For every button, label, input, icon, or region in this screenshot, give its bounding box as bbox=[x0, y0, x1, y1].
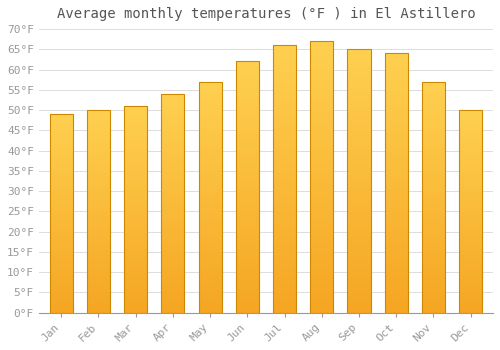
Bar bbox=[50, 114, 72, 313]
Bar bbox=[384, 53, 408, 313]
Bar bbox=[87, 110, 110, 313]
Bar bbox=[310, 41, 334, 313]
Title: Average monthly temperatures (°F ) in El Astillero: Average monthly temperatures (°F ) in El… bbox=[56, 7, 476, 21]
Bar bbox=[348, 49, 370, 313]
Bar bbox=[459, 110, 482, 313]
Bar bbox=[198, 82, 222, 313]
Bar bbox=[124, 106, 147, 313]
Bar bbox=[422, 82, 445, 313]
Bar bbox=[162, 94, 184, 313]
Bar bbox=[273, 45, 296, 313]
Bar bbox=[236, 62, 259, 313]
